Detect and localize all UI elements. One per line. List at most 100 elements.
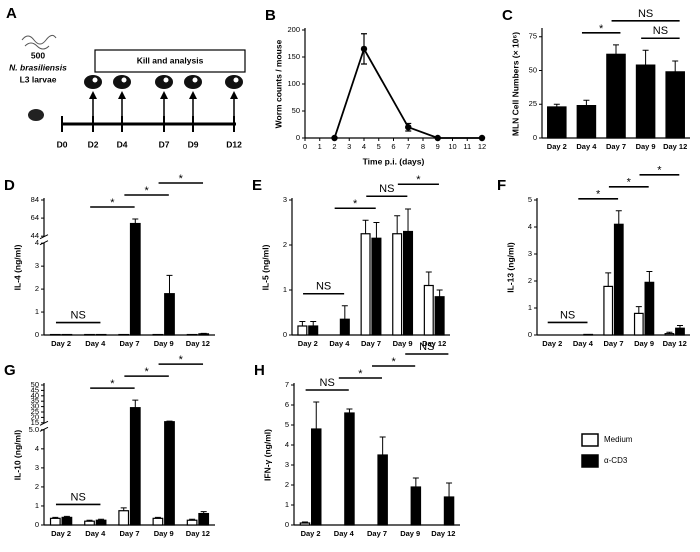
y-tick-label: 5 [285, 420, 289, 429]
y-tick-label: 25 [529, 99, 537, 108]
x-tick-label: Day 2 [51, 529, 71, 538]
mouse-icon [225, 75, 243, 89]
y-tick-label: 0 [285, 520, 289, 529]
error-bar [310, 321, 317, 326]
mouse-eye [233, 77, 239, 83]
bar [371, 237, 382, 336]
arrow-head [89, 91, 97, 99]
error-bar [635, 306, 642, 314]
bar [664, 333, 675, 336]
error-bar [52, 516, 59, 519]
bar [675, 327, 685, 336]
bar [198, 333, 210, 336]
y-tick-label: 7 [285, 380, 289, 389]
kill-box [94, 49, 246, 73]
bar [410, 486, 422, 526]
x-tick-label: 2 [332, 142, 336, 151]
x-tick-label: 12 [478, 142, 486, 151]
significance-label: NS [638, 8, 653, 20]
bar [603, 285, 614, 336]
point [331, 134, 338, 142]
x-tick-label: 0 [303, 142, 307, 151]
y-tick-label: 0 [35, 330, 39, 339]
x-tick-label: Day 2 [298, 339, 318, 348]
error-bar [373, 222, 380, 239]
y-tick-label: 2 [35, 482, 39, 491]
panel-label: H [254, 362, 265, 379]
mouse-icon [155, 75, 173, 89]
y-tick-label: 0 [528, 330, 532, 339]
y-axis-label: IL-4 (ng/ml) [12, 244, 22, 290]
significance-label: * [358, 368, 363, 380]
bar [576, 104, 597, 139]
y-tick-label: 40 [31, 391, 39, 400]
arrow-head [230, 91, 238, 99]
y-tick-label: 20 [31, 412, 39, 421]
x-tick-label: Day 12 [663, 142, 687, 151]
y-tick-label: 50 [31, 380, 39, 389]
bar [606, 53, 626, 139]
y-tick-label: 5.0 [29, 425, 39, 434]
x-tick-label: Day 4 [334, 529, 355, 538]
error-bar [166, 420, 173, 422]
error-bar [132, 218, 139, 224]
x-tick-label: Day 12 [431, 529, 455, 538]
y-tick-label: 75 [529, 32, 537, 41]
error-bar [642, 49, 649, 66]
x-tick-label: Day 2 [547, 142, 567, 151]
panel-label: G [4, 362, 16, 379]
significance-label: * [627, 177, 632, 189]
mouse-eye [163, 77, 169, 83]
y-tick-label: 84 [31, 195, 39, 204]
panel-label: F [497, 177, 506, 194]
error-bar [379, 436, 386, 455]
bar [164, 421, 175, 526]
significance-label: * [110, 378, 115, 390]
y-tick-label: 2 [35, 284, 39, 293]
bar [665, 71, 685, 139]
significance-label: * [353, 198, 358, 210]
significance-label: * [179, 173, 184, 185]
bar [311, 428, 322, 526]
significance-label: * [144, 366, 149, 378]
y-tick-label: 30 [31, 402, 39, 411]
y-tick-label: 100 [287, 79, 300, 88]
x-tick-label: 8 [421, 142, 425, 151]
significance-label: * [657, 165, 662, 177]
error-bar [646, 271, 653, 283]
x-tick-label: Day 4 [85, 529, 106, 538]
panel-label: E [252, 177, 262, 194]
bar [95, 519, 107, 526]
x-tick-label: Day 2 [51, 339, 71, 348]
day-label: D4 [117, 139, 128, 149]
error-bar [341, 305, 348, 320]
y-tick-label: 3 [283, 195, 287, 204]
y-tick-label: 3 [35, 463, 39, 472]
x-tick-label: Day 4 [576, 142, 597, 151]
bar [152, 517, 164, 526]
legend-swatch [581, 433, 599, 447]
x-tick-label: 11 [463, 142, 471, 151]
error-bar [362, 219, 369, 234]
x-tick-label: Day 9 [154, 339, 174, 348]
panel-label: D [4, 177, 15, 194]
bar [423, 284, 434, 336]
error-bar [189, 518, 196, 521]
x-tick-label: Day 12 [663, 339, 687, 348]
error-bar [63, 515, 70, 518]
mouse-eye [121, 77, 127, 83]
bar [360, 233, 371, 336]
error-bar [86, 519, 93, 522]
error-bar [615, 210, 622, 225]
significance-label: NS [71, 309, 86, 321]
x-tick-label: Day 9 [400, 529, 420, 538]
point [360, 45, 368, 53]
x-tick-label: Day 4 [329, 339, 350, 348]
significance-label: * [596, 189, 601, 201]
mouse-eye [92, 77, 98, 83]
error-bar [676, 325, 683, 329]
y-tick-label: 45 [31, 385, 39, 394]
x-tick-label: Day 9 [636, 142, 656, 151]
bar [613, 223, 624, 336]
bar [583, 333, 594, 336]
